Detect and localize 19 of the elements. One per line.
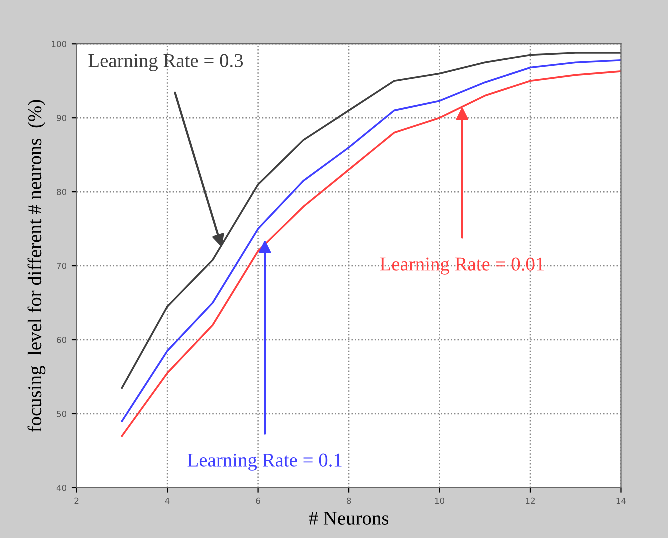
y-tick-label: 80: [57, 189, 67, 196]
x-axis-title: # Neurons: [309, 512, 389, 525]
x-tick-label: 6: [256, 498, 260, 504]
y-axis-title: focusing level for different # neurons (%): [28, 100, 46, 432]
y-tick-label: 100: [52, 41, 67, 48]
x-tick-label: 14: [616, 498, 626, 504]
annotation: Learning Rate = 0.3: [88, 54, 244, 72]
x-tick-label: 8: [346, 498, 352, 504]
x-tick-label: 2: [74, 498, 79, 504]
y-tick-label: 40: [56, 484, 67, 492]
annotation: Learning Rate = 0.01: [380, 258, 544, 275]
y-tick-label: 70: [57, 263, 67, 270]
x-tick-label: 4: [165, 498, 170, 504]
y-tick-label: 90: [57, 115, 67, 122]
x-tick-label: 12: [526, 498, 535, 504]
y-tick-label: 50: [57, 410, 67, 418]
annotation: Learning Rate = 0.1: [188, 454, 342, 471]
y-tick-label: 60: [57, 336, 67, 344]
x-tick-label: 10: [435, 498, 445, 504]
